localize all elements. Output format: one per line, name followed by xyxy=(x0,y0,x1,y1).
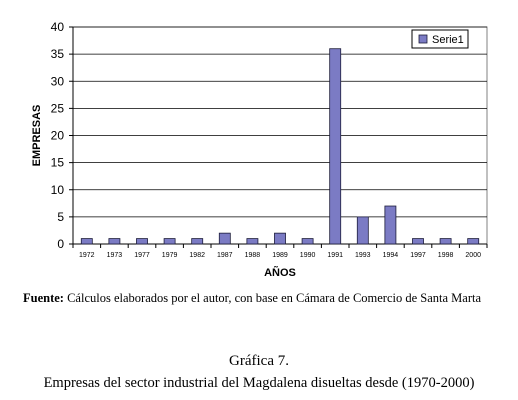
y-tick-label: 35 xyxy=(51,47,65,61)
x-tick-label: 1977 xyxy=(134,252,150,259)
y-tick-label: 40 xyxy=(51,20,65,34)
bar xyxy=(412,238,424,245)
bar xyxy=(80,238,93,245)
y-tick-label: 15 xyxy=(51,156,65,170)
legend-label: Serie1 xyxy=(432,34,464,46)
bar xyxy=(384,205,397,245)
legend-swatch xyxy=(418,34,428,44)
bar xyxy=(163,238,176,245)
bar xyxy=(329,48,342,245)
source-label: Fuente: xyxy=(23,291,64,305)
x-tick-label: 1979 xyxy=(162,252,178,259)
x-tick-label: 1994 xyxy=(383,252,399,259)
x-tick-label: 1972 xyxy=(79,252,95,259)
source-note: Fuente: Cálculos elaborados por el autor… xyxy=(23,289,503,307)
bar xyxy=(136,238,148,245)
figure-caption: Empresas del sector industrial del Magda… xyxy=(43,375,475,391)
x-tick-label: 1998 xyxy=(438,252,454,259)
bar-chart: 0 5 10 15 20 25 30 35 40 1972 1973 1977 1979 1982 1987… xyxy=(31,20,488,279)
x-tick-label: 1993 xyxy=(355,252,371,259)
x-tick-label: 1987 xyxy=(217,252,233,259)
x-tick-label: 1997 xyxy=(410,252,426,259)
bar xyxy=(274,232,286,245)
bar xyxy=(356,216,369,245)
x-tick-label: 1973 xyxy=(107,252,123,259)
y-axis-title: EMPRESAS xyxy=(31,105,43,167)
y-tick-label: 25 xyxy=(51,101,65,115)
y-tick-label: 0 xyxy=(57,237,64,251)
bar xyxy=(191,238,204,245)
bar xyxy=(439,238,452,245)
x-tick-label: 2000 xyxy=(465,252,481,259)
bar xyxy=(246,238,259,245)
bar xyxy=(301,238,314,245)
y-tick-label: 5 xyxy=(57,210,64,224)
figure-number: Gráfica 7. xyxy=(229,353,289,369)
x-tick-label: 1990 xyxy=(300,252,316,259)
chart: 0 5 10 15 20 25 30 35 40 1972 1973 1977 1979 1982 1987… xyxy=(31,20,488,279)
y-tick-label: 20 xyxy=(51,129,65,143)
x-axis-title: AÑOS xyxy=(264,266,296,279)
source-text: Cálculos elaborados por el autor, con ba… xyxy=(63,291,482,305)
x-tick-label: 1991 xyxy=(327,252,343,259)
bar xyxy=(218,232,231,245)
bar xyxy=(467,238,480,245)
legend-box xyxy=(411,29,469,49)
y-tick-label: 10 xyxy=(51,183,65,197)
x-tick-label: 1982 xyxy=(189,252,205,259)
y-tick-label: 30 xyxy=(51,74,65,88)
x-tick-label: 1989 xyxy=(272,252,288,259)
bar xyxy=(108,238,121,245)
x-tick-label: 1988 xyxy=(245,252,261,259)
